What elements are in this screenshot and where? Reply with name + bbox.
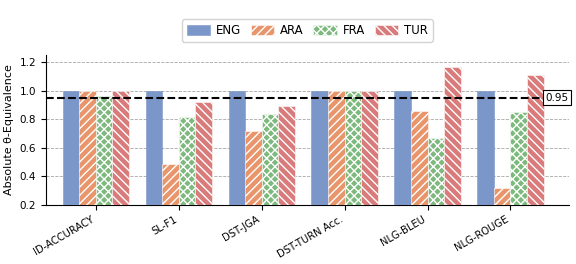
Bar (494, 187, 510, 205)
Bar (63, 91, 79, 205)
Bar (328, 91, 344, 205)
Bar (478, 91, 494, 205)
Bar (79, 91, 96, 205)
Text: 0.95: 0.95 (545, 93, 569, 103)
Bar (146, 91, 162, 205)
Bar (527, 75, 544, 205)
Bar (344, 91, 361, 205)
Bar (312, 91, 328, 205)
Bar (278, 106, 295, 205)
Bar (361, 91, 378, 205)
Bar (427, 138, 444, 205)
Bar (444, 67, 461, 205)
Bar (96, 96, 112, 205)
Bar (262, 114, 278, 205)
Bar (195, 102, 212, 205)
Bar (179, 117, 195, 205)
Bar (229, 91, 245, 205)
Bar (162, 164, 179, 205)
Legend: ENG, ARA, FRA, TUR: ENG, ARA, FRA, TUR (182, 19, 433, 42)
Y-axis label: Absolute θ-Equivalence: Absolute θ-Equivalence (4, 64, 14, 195)
Bar (411, 111, 427, 205)
Bar (395, 91, 411, 205)
Bar (112, 91, 129, 205)
Bar (510, 112, 527, 205)
Bar (245, 131, 262, 205)
